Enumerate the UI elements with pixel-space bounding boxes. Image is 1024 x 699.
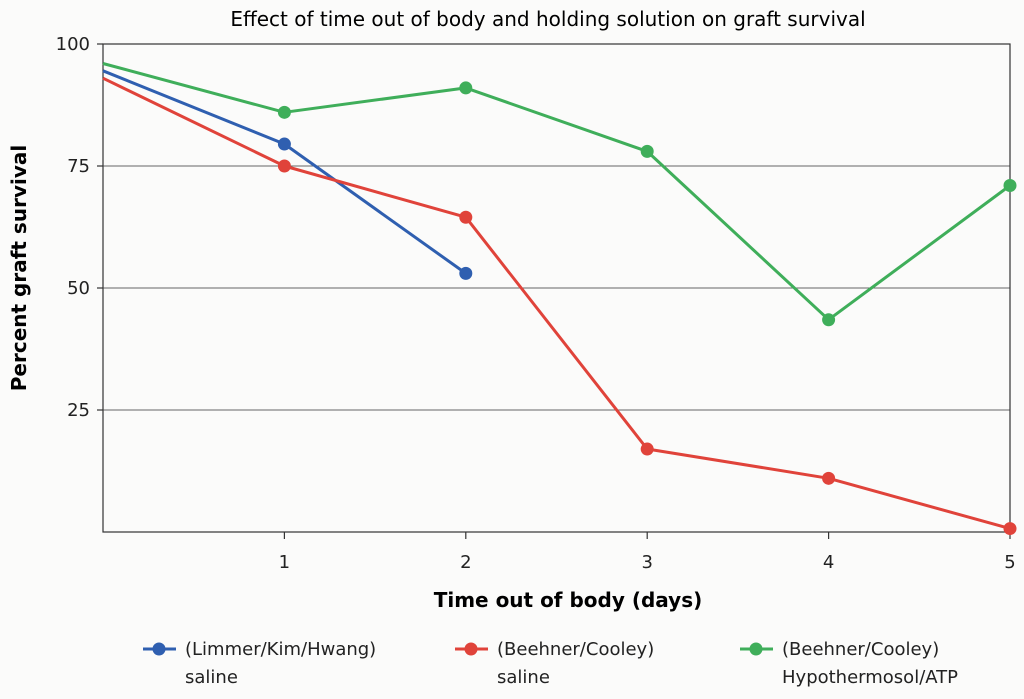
data-point xyxy=(459,81,473,95)
data-point xyxy=(459,210,473,224)
data-point xyxy=(277,159,291,173)
y-tick-label: 25 xyxy=(67,400,90,421)
x-axis-ticks: 1 2 3 4 5 xyxy=(279,532,1016,573)
x-tick-label: 5 xyxy=(1004,552,1015,573)
series-group xyxy=(102,62,1017,536)
y-axis-label: Percent graft survival xyxy=(7,145,31,391)
x-tick-label: 4 xyxy=(823,552,834,573)
chart-title: Effect of time out of body and holding s… xyxy=(230,7,865,31)
data-point xyxy=(640,144,654,158)
series-line-1 xyxy=(102,76,1011,531)
legend-marker xyxy=(749,642,763,656)
data-point xyxy=(277,137,291,151)
legend: (Limmer/Kim/Hwang) saline (Beehner/Cooley)… xyxy=(143,639,958,688)
legend-label-line1: (Beehner/Cooley) xyxy=(497,639,654,660)
legend-label-line1: (Limmer/Kim/Hwang) xyxy=(185,639,376,660)
legend-marker xyxy=(464,642,478,656)
y-tick-label: 50 xyxy=(67,278,90,299)
legend-label-line1: (Beehner/Cooley) xyxy=(782,639,939,660)
data-point xyxy=(822,471,836,485)
data-point xyxy=(1003,179,1017,193)
legend-label-line2: saline xyxy=(185,667,238,688)
y-axis-ticks: 25 50 75 100 xyxy=(56,34,103,421)
y-tick-label: 75 xyxy=(67,156,90,177)
legend-label-line2: Hypothermosol/ATP xyxy=(782,667,958,688)
data-point xyxy=(640,442,654,456)
series-line-2 xyxy=(102,62,1011,322)
gridlines xyxy=(103,165,1010,411)
x-tick-label: 2 xyxy=(460,552,471,573)
legend-label-line2: saline xyxy=(497,667,550,688)
x-tick-label: 1 xyxy=(279,552,290,573)
y-tick-label: 100 xyxy=(56,34,90,55)
data-point xyxy=(822,313,836,327)
legend-marker xyxy=(152,642,166,656)
data-point xyxy=(459,266,473,280)
x-axis-label: Time out of body (days) xyxy=(434,588,703,612)
data-point xyxy=(277,105,291,119)
data-point xyxy=(1003,522,1017,536)
x-tick-label: 3 xyxy=(641,552,652,573)
